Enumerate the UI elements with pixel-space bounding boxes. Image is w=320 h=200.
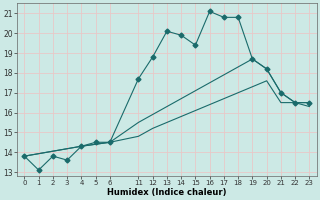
X-axis label: Humidex (Indice chaleur): Humidex (Indice chaleur) — [107, 188, 227, 197]
